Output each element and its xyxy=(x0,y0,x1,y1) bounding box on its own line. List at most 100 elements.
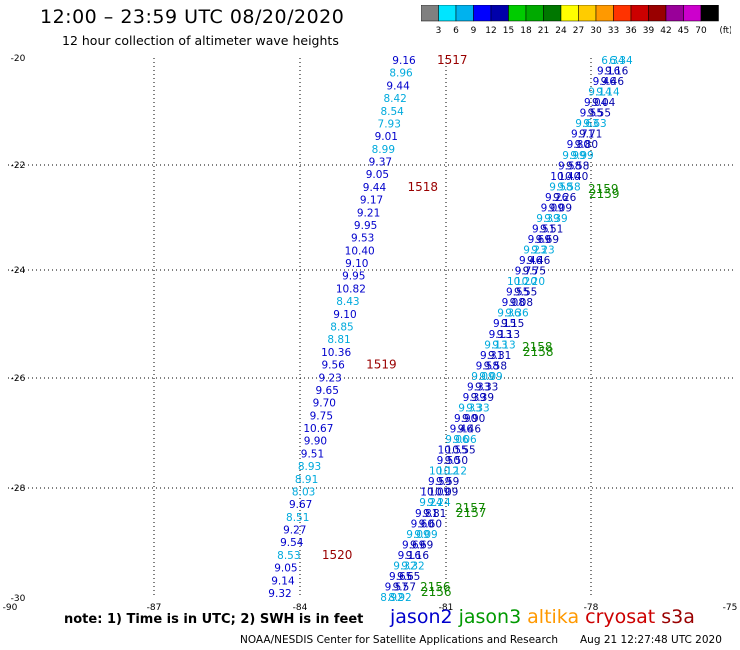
wave-height-label: 9.46 xyxy=(601,76,625,88)
y-tick-label: -22 xyxy=(11,161,26,171)
colorbar-swatch xyxy=(578,5,597,22)
track-time-label: 1519 xyxy=(366,358,397,372)
y-tick-label: -28 xyxy=(11,484,26,494)
wave-height-label: 9.33 xyxy=(475,381,498,393)
wave-height-label: 8.53 xyxy=(277,550,300,562)
colorbar-tick-label: 27 xyxy=(573,26,584,36)
wave-height-label: 9.10 xyxy=(345,258,368,270)
wave-height-label: 9.57 xyxy=(385,581,408,593)
grid xyxy=(8,58,736,598)
x-tick-label: -75 xyxy=(723,603,738,613)
wave-height-label: 9.09 xyxy=(471,371,494,383)
x-tick-label: -81 xyxy=(439,603,454,613)
wave-height-label: 9.39 xyxy=(544,213,567,225)
track-time-label: 2159 xyxy=(589,187,620,201)
x-tick-label: -84 xyxy=(293,603,308,613)
wave-height-label: 9.31 xyxy=(480,350,503,362)
wave-height-label: 9.80 xyxy=(567,139,590,151)
mission-legend-jason3: jason3 xyxy=(458,606,522,628)
wave-height-label: 9.63 xyxy=(575,118,598,130)
wave-height-label: 8.93 xyxy=(298,461,321,473)
wave-height-label: 9.16 xyxy=(392,55,416,67)
wave-height-label: 9.33 xyxy=(458,402,481,414)
wave-height-label: 9.55 xyxy=(506,287,529,299)
wave-height-label: 9.46 xyxy=(450,424,474,436)
wave-height-label: 8.03 xyxy=(292,486,315,498)
wave-height-label: 9.59 xyxy=(436,476,459,488)
wave-height-label: 8.96 xyxy=(389,68,413,80)
wave-height-label: 9.71 xyxy=(579,129,602,141)
colorbar-swatch xyxy=(421,5,439,22)
wave-height-label: 9.50 xyxy=(445,455,468,467)
wave-height-label: 9.58 xyxy=(484,360,507,372)
colorbar-tick-label: 70 xyxy=(695,26,707,36)
wave-height-label: 9.65 xyxy=(389,571,412,583)
wave-height-label: 10.20 xyxy=(515,276,545,288)
wave-height-label: 9.46 xyxy=(527,255,551,267)
wave-height-label: 9.51 xyxy=(532,223,555,235)
wave-height-label: 9.59 xyxy=(428,476,451,488)
wave-height-label: 9.26 xyxy=(553,192,577,204)
wave-height-label: 9.44 xyxy=(386,80,410,92)
track-time-label: 2158 xyxy=(522,340,553,354)
wave-height-label: 9.26 xyxy=(545,192,569,204)
colorbar-swatch xyxy=(665,5,684,22)
wave-height-label: 9.65 xyxy=(397,571,420,583)
wave-height-label: 9.75 xyxy=(515,266,538,278)
wave-height-label: 8.81 xyxy=(327,334,350,346)
colorbar-swatch xyxy=(490,5,509,22)
wave-height-label: 9.09 xyxy=(406,529,429,541)
colorbar-swatch xyxy=(543,5,562,22)
wave-height-label: 10.12 xyxy=(429,466,459,478)
wave-height-label: 9.58 xyxy=(549,181,572,193)
wave-height-label: 9.37 xyxy=(369,157,392,169)
wave-height-label: 9.21 xyxy=(357,207,380,219)
footer-credit: NOAA/NESDIS Center for Satellite Applica… xyxy=(240,634,558,646)
note-text: note: 1) Time is in UTC; 2) SWH is in fe… xyxy=(64,612,364,627)
wave-height-label: 9.13 xyxy=(484,339,507,351)
colorbar-swatch xyxy=(560,5,579,22)
mission-legend-cryosat: cryosat xyxy=(585,606,656,628)
wave-height-label: 10.67 xyxy=(303,423,333,435)
wave-height-label: 9.16 xyxy=(597,66,621,78)
wave-height-label: 9.09 xyxy=(549,202,572,214)
wave-height-label: 9.81 xyxy=(423,508,446,520)
wave-height-label: 9.99 xyxy=(562,150,585,162)
wave-height-label: 9.58 xyxy=(566,160,589,172)
wave-height-label: 9.71 xyxy=(571,129,594,141)
wave-height-label: 9.99 xyxy=(570,150,593,162)
wave-height-label: 9.17 xyxy=(360,195,383,207)
track-time-label: 2157 xyxy=(456,506,487,520)
wave-height-label: 9.06 xyxy=(445,434,469,446)
wave-height-label: 9.15 xyxy=(493,318,516,330)
wave-height-label: 9.60 xyxy=(419,518,442,530)
wave-height-label: 9.55 xyxy=(588,108,611,120)
colorbar-swatch xyxy=(700,5,719,22)
wave-height-label: 9.06 xyxy=(453,434,477,446)
wave-height-label: 9.15 xyxy=(501,318,524,330)
wave-height-label: 10.40 xyxy=(558,171,588,183)
wave-height-label: 9.51 xyxy=(301,448,324,460)
page-subtitle: 12 hour collection of altimeter wave hei… xyxy=(62,33,339,48)
wave-height-label: 9.69 xyxy=(536,234,559,246)
wave-height-label: 9.27 xyxy=(283,525,306,537)
track-time-label: 2156 xyxy=(421,585,452,599)
wave-height-label: 9.13 xyxy=(489,329,512,341)
wave-height-label: 10.12 xyxy=(437,466,467,478)
wave-height-label: 8.54 xyxy=(380,106,404,118)
wave-height-label: 10.36 xyxy=(321,347,351,359)
colorbar-swatch xyxy=(683,5,702,22)
wave-height-label: 9.57 xyxy=(393,581,416,593)
colorbar-swatch xyxy=(473,5,492,22)
wave-height-label: 9.46 xyxy=(519,255,543,267)
wave-height-label: 9.55 xyxy=(580,108,603,120)
left-track: 9.168.969.448.428.547.939.018.999.379.05… xyxy=(268,55,416,600)
wave-height-label: 9.23 xyxy=(531,245,554,257)
wave-height-label: 9.23 xyxy=(523,245,546,257)
mission-legend-altika: altika xyxy=(527,606,580,628)
wave-height-label: 9.81 xyxy=(415,508,438,520)
y-tick-label: -24 xyxy=(11,266,26,276)
